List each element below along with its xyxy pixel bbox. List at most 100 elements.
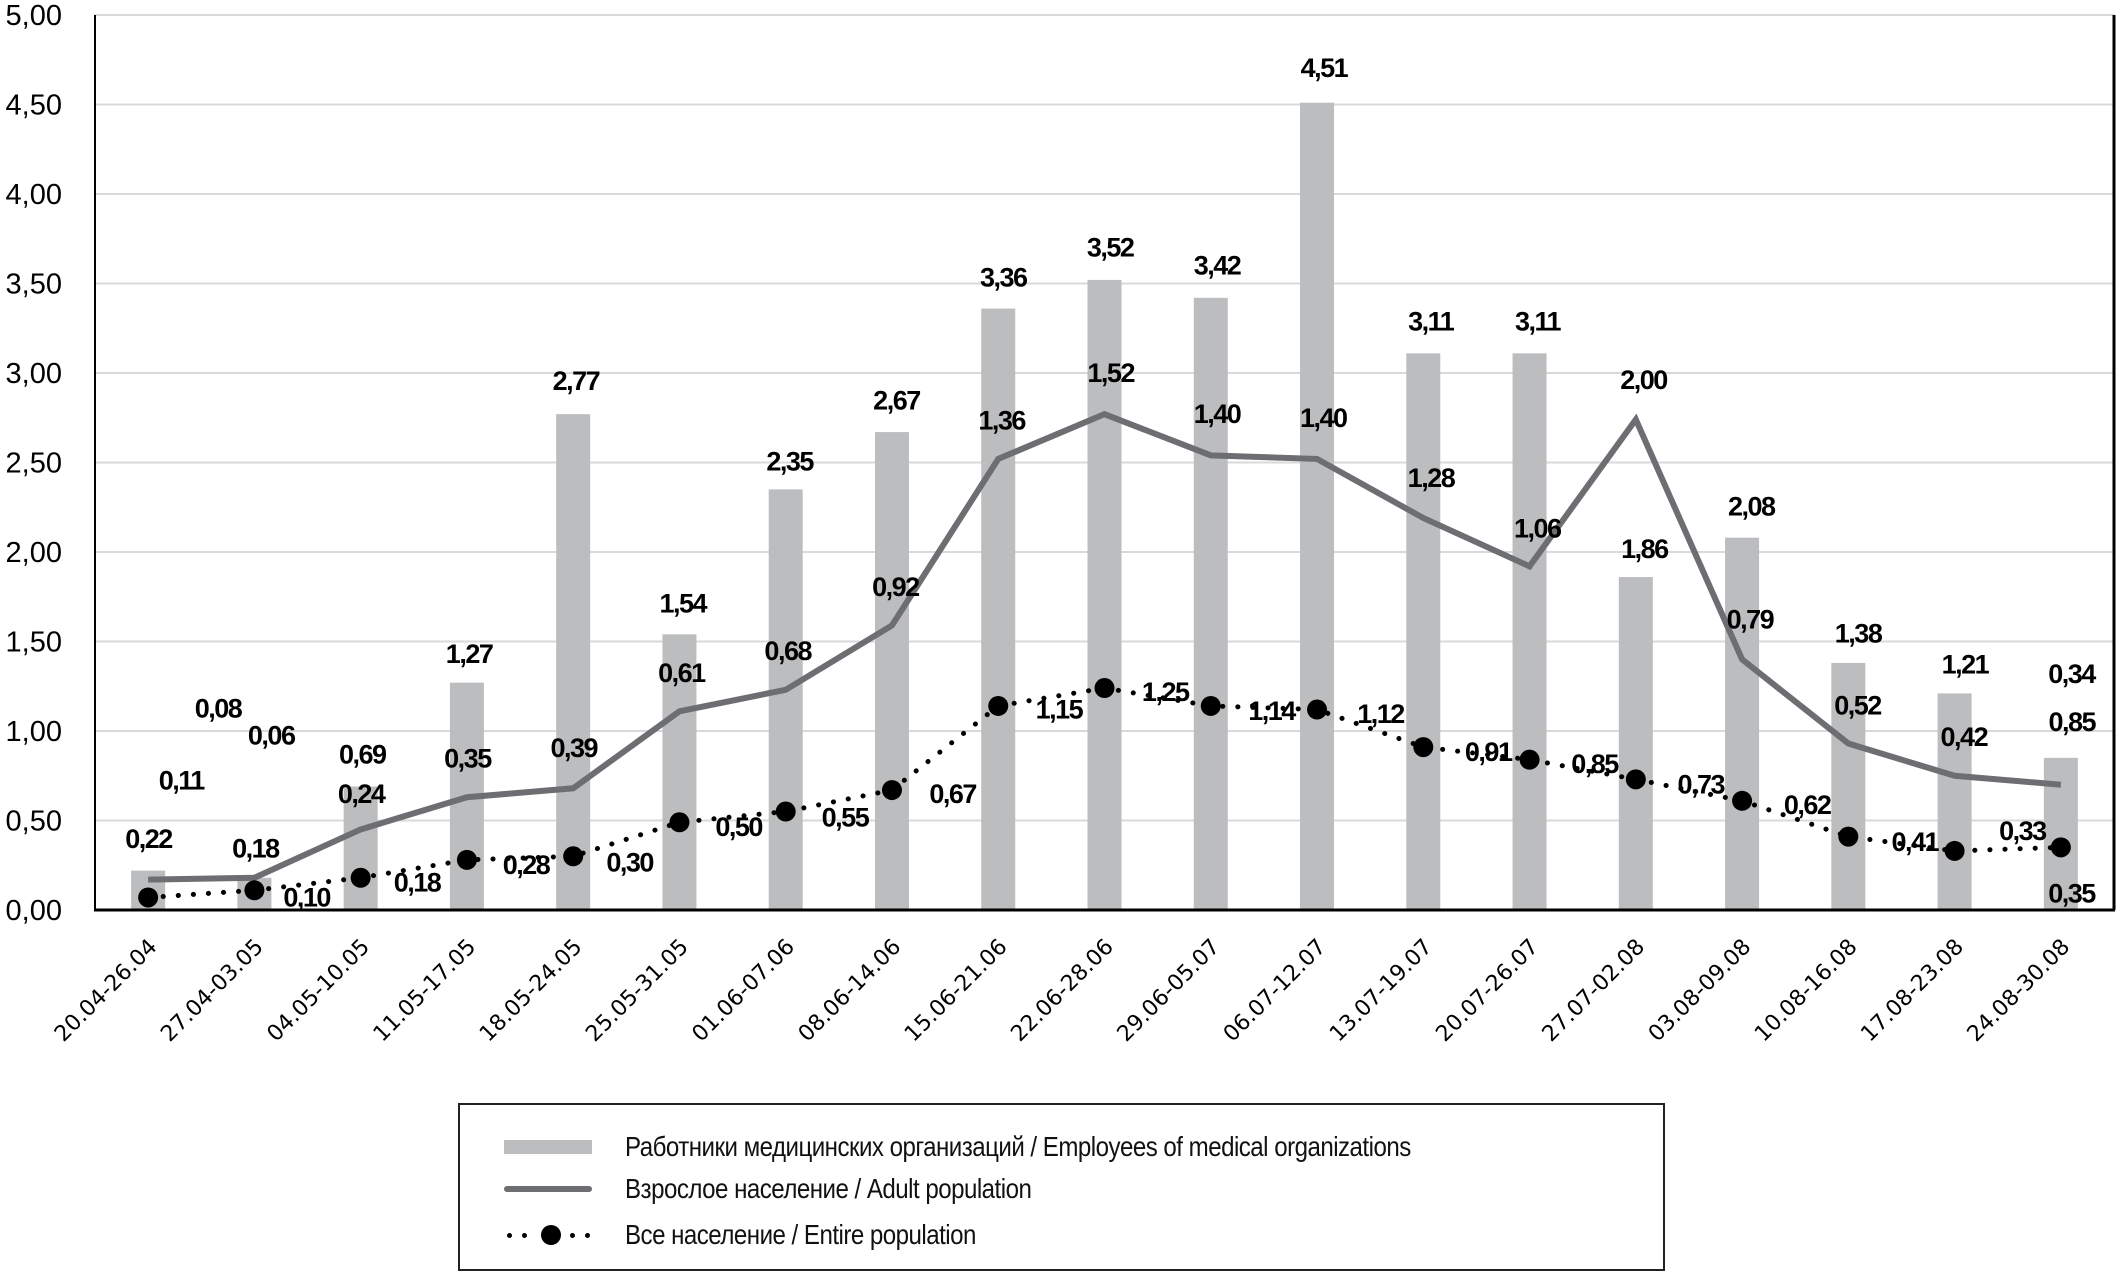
entire-marker xyxy=(988,695,1009,716)
bar xyxy=(1300,102,1335,910)
entire-value-label: 0,10 xyxy=(283,883,330,913)
gray-line-swatch-icon xyxy=(504,1171,592,1207)
entire-value-label: 1,25 xyxy=(1142,677,1190,707)
adult-value-label: 0,24 xyxy=(338,779,386,809)
bar-value-label: 1,86 xyxy=(1621,534,1669,564)
legend-item-entire: Все население / Entire population xyxy=(504,1217,1033,1253)
entire-marker xyxy=(138,887,159,908)
adult-value-label: 0,08 xyxy=(195,693,243,723)
entire-marker xyxy=(1732,790,1753,811)
bar-value-label: 2,67 xyxy=(873,385,920,415)
adult-value-label: 1,06 xyxy=(1514,513,1562,543)
y-tick-label: 1,50 xyxy=(6,627,62,659)
x-tick-label: 11.05-17.05 xyxy=(369,935,481,1047)
adult-value-label: 0,79 xyxy=(1727,605,1775,635)
x-tick-label: 25.05-31.05 xyxy=(581,935,693,1047)
entire-value-label: 0,67 xyxy=(929,779,976,809)
entire-marker xyxy=(881,780,902,801)
entire-marker xyxy=(1307,699,1328,720)
legend-label-adult: Взрослое население / Adult population xyxy=(625,1173,1032,1204)
adult-value-label: 1,40 xyxy=(1300,403,1347,433)
legend: Работники медицинских организаций / Empl… xyxy=(458,1103,1665,1271)
bar xyxy=(768,489,803,910)
adult-value-label: 2,00 xyxy=(1620,365,1667,395)
x-tick-label: 13.07-19.07 xyxy=(1325,935,1437,1047)
bar xyxy=(343,786,378,910)
bar xyxy=(981,308,1016,910)
entire-value-label: 0,62 xyxy=(1784,790,1831,820)
adult-value-label: 0,39 xyxy=(550,733,598,763)
adult-value-label: 0,35 xyxy=(444,744,492,774)
entire-marker xyxy=(2050,837,2071,858)
bar xyxy=(1087,279,1122,910)
adult-value-label: 0,34 xyxy=(2048,659,2096,689)
entire-marker xyxy=(1838,826,1859,847)
adult-value-label: 0,52 xyxy=(1834,691,1881,721)
adult-value-label: 1,36 xyxy=(978,406,1026,436)
bar-value-label: 1,38 xyxy=(1835,618,1883,648)
y-tick-label: 1,00 xyxy=(6,716,62,748)
x-tick-label: 01.06-07.06 xyxy=(688,935,800,1047)
bar-value-label: 4,51 xyxy=(1301,53,1349,83)
bar-series-employees xyxy=(131,102,2078,910)
x-tick-label: 06.07-12.07 xyxy=(1219,935,1331,1047)
entire-value-label: 1,15 xyxy=(1036,695,1084,725)
bar-value-label: 1,21 xyxy=(1942,650,1990,680)
x-tick-label: 08.06-14.06 xyxy=(794,935,906,1047)
bar-value-label: 0,69 xyxy=(339,740,387,770)
adult-value-label: 0,68 xyxy=(764,636,812,666)
entire-marker xyxy=(1519,749,1540,770)
y-tick-label: 5,00 xyxy=(6,0,62,32)
bar xyxy=(1193,297,1228,910)
entire-value-label: 0,18 xyxy=(394,868,442,898)
bar-value-label: 3,36 xyxy=(980,263,1028,293)
entire-marker xyxy=(456,849,477,870)
adult-value-label: 0,61 xyxy=(658,658,706,688)
y-tick-label: 3,50 xyxy=(6,269,62,301)
y-tick-label: 3,00 xyxy=(6,358,62,390)
bar-value-label: 3,11 xyxy=(1408,306,1455,336)
legend-label-entire: Все население / Entire population xyxy=(625,1219,976,1250)
x-tick-label: 17.08-23.08 xyxy=(1856,935,1968,1047)
line-series-entire xyxy=(138,678,2071,908)
x-tick-label: 15.06-21.06 xyxy=(900,935,1012,1047)
entire-value-label: 0,28 xyxy=(503,850,551,880)
entire-marker xyxy=(1200,695,1221,716)
x-tick-label: 20.07-26.07 xyxy=(1431,935,1543,1047)
bar xyxy=(1406,353,1441,910)
x-tick-label: 29.06-05.07 xyxy=(1113,935,1225,1047)
bar xyxy=(662,634,697,910)
y-tick-label: 4,00 xyxy=(6,179,62,211)
entire-value-label: 0,41 xyxy=(1891,827,1939,857)
adult-value-label: 1,52 xyxy=(1087,358,1134,388)
bar-value-label: 0,18 xyxy=(232,834,280,864)
bar-value-label: 0,85 xyxy=(2048,707,2096,737)
bar xyxy=(1831,662,1866,910)
x-tick-label: 24.08-30.08 xyxy=(1963,935,2075,1047)
bar xyxy=(556,414,591,910)
gray-bar-swatch-icon xyxy=(504,1129,592,1165)
bar-value-label: 2,35 xyxy=(766,447,814,477)
bar-value-label: 3,42 xyxy=(1194,250,1241,280)
y-tick-label: 0,50 xyxy=(6,806,62,838)
x-tick-label: 20.04-26.04 xyxy=(50,935,162,1047)
axes xyxy=(94,15,2116,912)
bar-value-label: 0,22 xyxy=(125,824,172,854)
x-tick-label: 22.06-28.06 xyxy=(1006,935,1118,1047)
entire-marker xyxy=(350,867,371,888)
bar xyxy=(874,432,909,910)
x-tick-label: 03.08-09.08 xyxy=(1644,935,1756,1047)
x-tick-label: 04.05-10.05 xyxy=(263,935,375,1047)
data-labels: 0,22 0,18 0,69 1,27 2,77 1,54 2,35 2,67 3,36 3,52… xyxy=(125,53,2098,913)
entire-value-label: 0,30 xyxy=(606,847,653,877)
entire-value-label: 1,12 xyxy=(1357,699,1404,729)
entire-marker xyxy=(244,880,265,901)
entire-marker xyxy=(563,846,584,867)
y-tick-label: 2,50 xyxy=(6,448,62,480)
entire-value-label: 0,73 xyxy=(1678,770,1726,800)
line-series-adult xyxy=(148,410,2062,883)
adult-value-label: 0,11 xyxy=(159,766,206,796)
x-tick-label: 18.05-24.05 xyxy=(475,935,587,1047)
adult-value-label: 1,28 xyxy=(1408,463,1456,493)
entire-value-label: 0,35 xyxy=(2048,879,2096,909)
